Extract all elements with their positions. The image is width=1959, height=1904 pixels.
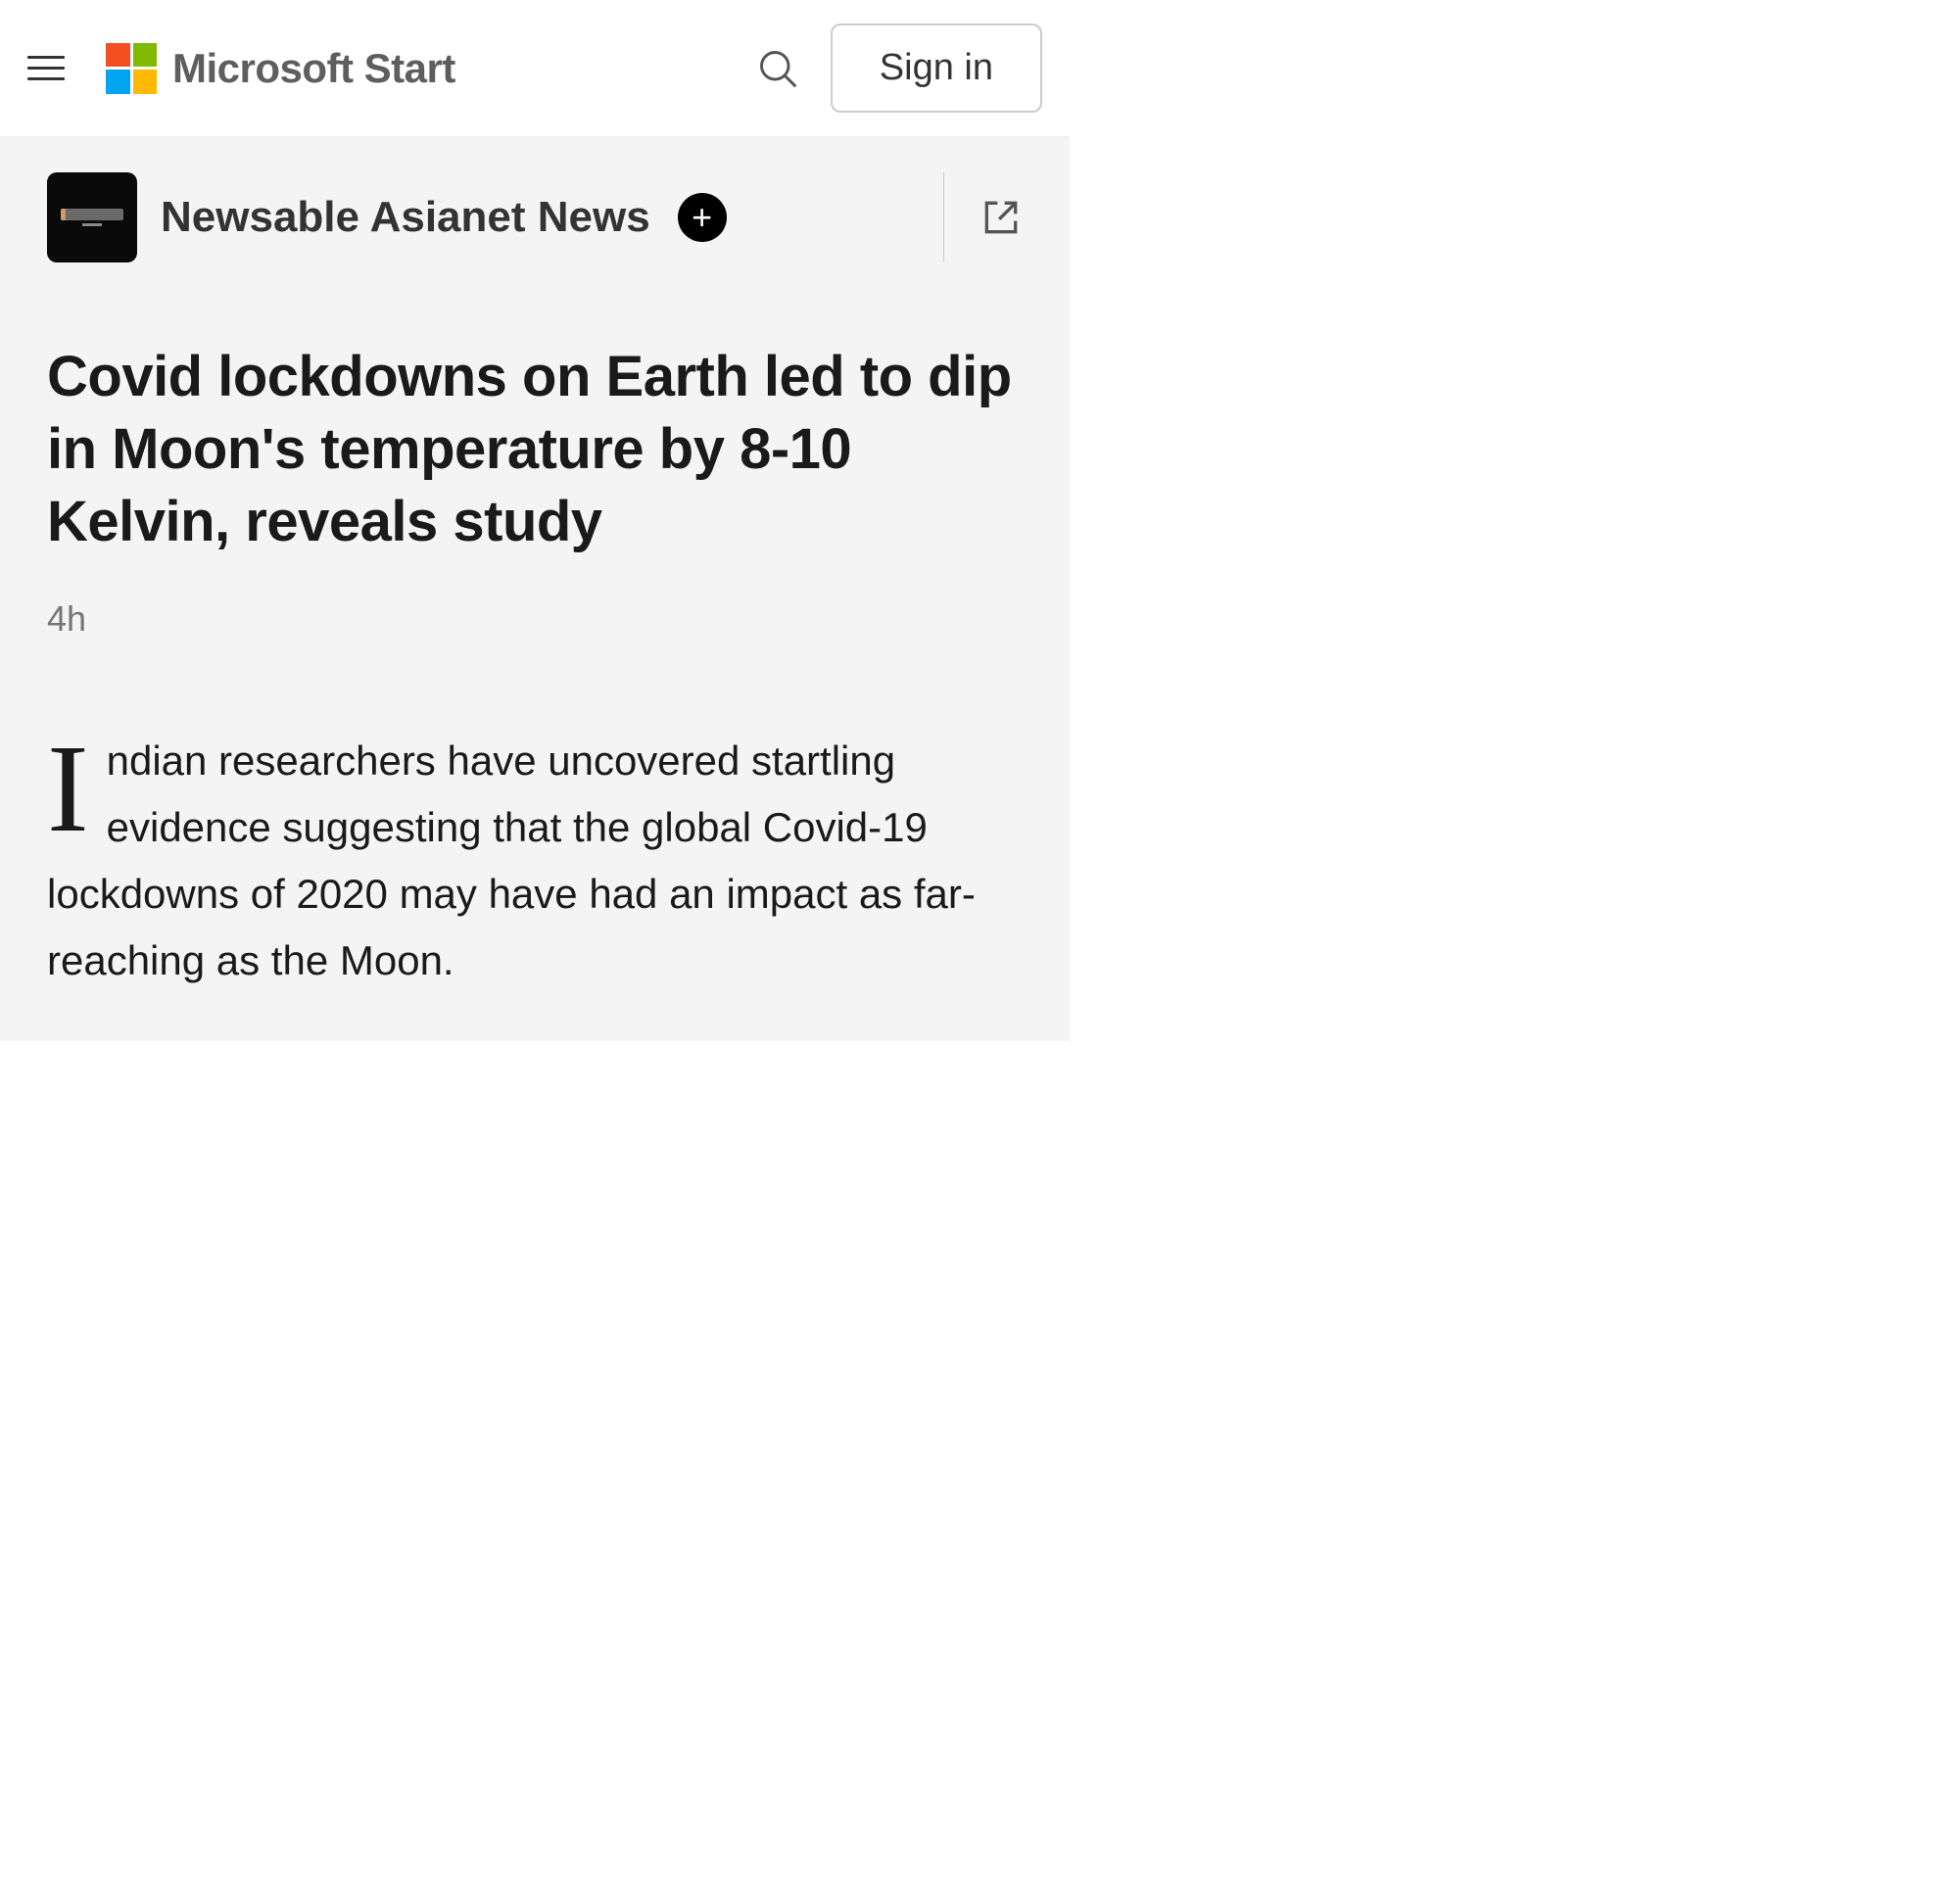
header-actions: Sign in xyxy=(756,24,1042,113)
external-link-icon[interactable] xyxy=(980,196,1023,239)
source-name[interactable]: Newsable Asianet News xyxy=(161,193,650,242)
logo-tile xyxy=(133,70,158,94)
brand-logo-section[interactable]: Microsoft Start xyxy=(106,43,455,94)
article-timestamp: 4h xyxy=(47,598,1023,640)
follow-button[interactable]: + xyxy=(678,193,727,242)
plus-icon: + xyxy=(692,200,712,235)
article-source-bar: Newsable Asianet News + xyxy=(0,137,1070,298)
logo-tile xyxy=(106,43,130,68)
hamburger-menu[interactable] xyxy=(27,48,69,89)
hamburger-line xyxy=(27,67,65,70)
search-icon[interactable] xyxy=(756,47,799,90)
article-body: Indian researchers have uncovered startl… xyxy=(47,728,1023,994)
source-logo-graphic xyxy=(82,223,102,226)
signin-button[interactable]: Sign in xyxy=(831,24,1042,113)
hamburger-line xyxy=(27,56,65,59)
microsoft-logo-icon xyxy=(106,43,157,94)
source-logo-icon[interactable] xyxy=(47,172,137,262)
hamburger-line xyxy=(27,77,65,80)
logo-tile xyxy=(133,43,158,68)
article-title: Covid lockdowns on Earth led to dip in M… xyxy=(47,341,1023,559)
brand-name: Microsoft Start xyxy=(172,45,455,92)
source-logo-graphic xyxy=(61,209,123,220)
divider xyxy=(943,172,944,262)
app-header: Microsoft Start Sign in xyxy=(0,0,1070,137)
article-content: Covid lockdowns on Earth led to dip in M… xyxy=(0,298,1070,1041)
logo-tile xyxy=(106,70,130,94)
